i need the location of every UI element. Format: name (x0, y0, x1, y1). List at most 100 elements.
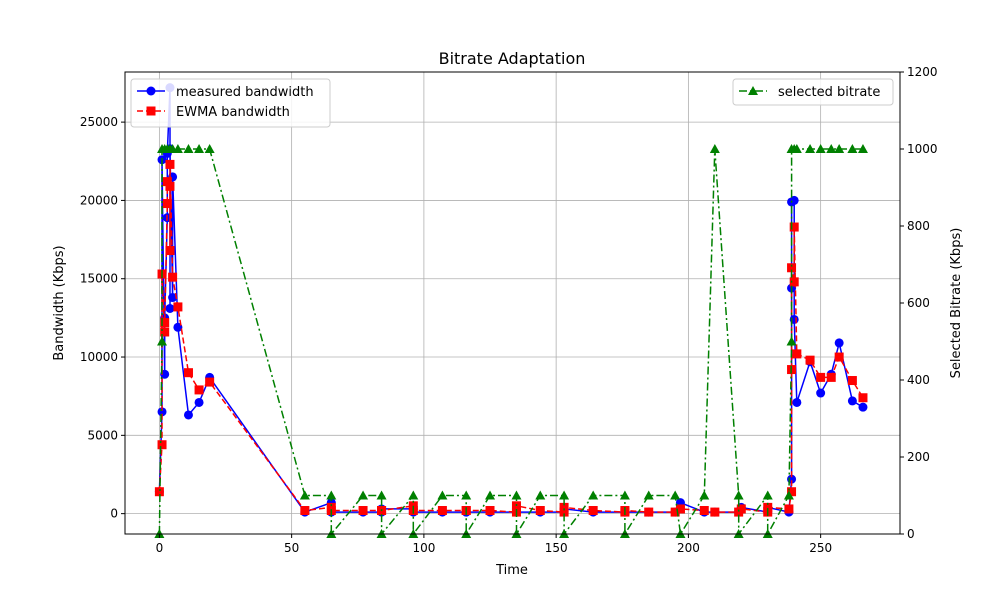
data-point-0 (165, 303, 175, 313)
data-point-1 (588, 506, 598, 516)
data-point-1 (847, 376, 857, 386)
data-point-0 (792, 397, 802, 407)
data-point-1 (792, 349, 802, 359)
data-point-1 (485, 506, 495, 516)
data-point-1 (165, 181, 175, 191)
y2-axis-label: Selected Bitrate (Kbps) (949, 228, 964, 379)
y2-tick-label: 200 (907, 450, 930, 464)
x-tick-label: 200 (677, 541, 700, 555)
data-point-1 (787, 263, 797, 273)
x-axis-label: Time (495, 563, 528, 578)
data-point-2 (194, 144, 205, 153)
data-point-1 (183, 368, 193, 378)
data-point-0 (194, 397, 204, 407)
data-point-2 (358, 490, 369, 500)
data-point-2 (376, 490, 387, 500)
data-point-1 (157, 440, 167, 450)
y-tick-label: 15000 (80, 272, 118, 286)
data-point-2 (815, 144, 826, 153)
data-point-2 (699, 490, 710, 500)
data-point-1 (699, 506, 709, 516)
data-point-1 (834, 352, 844, 362)
x-tick-label: 150 (545, 541, 568, 555)
data-point-2 (299, 490, 310, 500)
y2-tick-label: 600 (907, 296, 930, 310)
data-point-1 (160, 327, 170, 337)
legend-right-box (732, 78, 894, 106)
data-point-1 (787, 487, 797, 497)
data-point-1 (173, 302, 183, 312)
y-tick-label: 25000 (80, 115, 118, 129)
legend-bitrate-label: selected bitrate (778, 85, 880, 100)
y-tick-label: 0 (110, 507, 118, 521)
data-point-2 (834, 144, 845, 153)
data-point-0 (847, 396, 857, 406)
data-point-2 (619, 490, 630, 500)
x-tick-label: 50 (284, 541, 299, 555)
legend-measured-marker (146, 86, 156, 96)
data-point-1 (162, 199, 172, 209)
data-point-2 (485, 490, 496, 500)
data-point-1 (559, 502, 569, 512)
data-point-1 (858, 393, 868, 403)
data-point-2 (643, 490, 654, 500)
y2-tick-label: 0 (907, 527, 915, 541)
x-tick-label: 250 (809, 541, 832, 555)
y-axis-label: Bandwidth (Kbps) (52, 245, 67, 360)
data-point-1 (194, 385, 204, 395)
data-point-0 (834, 338, 844, 348)
data-point-0 (168, 293, 178, 303)
data-point-1 (670, 507, 680, 517)
y-tick-label: 20000 (80, 193, 118, 207)
data-point-0 (789, 195, 799, 205)
x-tick-label: 100 (412, 541, 435, 555)
chart-title: Bitrate Adaptation (439, 49, 586, 68)
data-point-2 (847, 144, 858, 153)
data-point-2 (733, 490, 744, 500)
data-point-1 (710, 507, 720, 517)
y2-tick-label: 800 (907, 219, 930, 233)
y2-tick-label: 400 (907, 373, 930, 387)
data-point-2 (786, 336, 797, 346)
data-point-2 (204, 144, 215, 153)
data-point-2 (461, 490, 472, 500)
data-point-2 (762, 490, 773, 500)
data-point-0 (858, 402, 868, 412)
data-point-1 (559, 507, 569, 517)
data-point-1 (826, 372, 836, 382)
legend-bitrate: selected bitrate (732, 78, 894, 106)
data-point-2 (559, 490, 570, 500)
legend-ewma-marker (146, 106, 156, 116)
data-point-2 (805, 144, 816, 153)
data-point-2 (326, 490, 337, 500)
data-point-2 (670, 490, 681, 500)
data-point-2 (588, 490, 599, 500)
data-point-2 (826, 144, 837, 153)
data-point-2 (408, 490, 419, 500)
data-point-1 (300, 506, 310, 516)
data-point-2 (172, 144, 183, 153)
legend-bandwidth: measured bandwidth EWMA bandwidth (130, 78, 331, 128)
data-point-2 (183, 144, 194, 153)
data-point-1 (675, 504, 685, 514)
data-point-2 (511, 490, 522, 500)
data-point-2 (709, 144, 720, 153)
legend-ewma-label: EWMA bandwidth (176, 105, 290, 120)
data-point-1 (165, 159, 175, 169)
data-point-2 (857, 144, 868, 153)
axis-ticks: 0 50 100 150 200 2500500010000150002000025000… (80, 65, 938, 555)
data-point-2 (791, 144, 802, 153)
data-point-1 (165, 246, 175, 256)
data-point-0 (816, 388, 826, 398)
data-point-2 (783, 490, 794, 500)
data-point-1 (168, 272, 178, 282)
data-point-1 (805, 355, 815, 365)
x-tick-label: 0 (156, 541, 164, 555)
data-point-1 (535, 506, 545, 516)
data-point-1 (816, 372, 826, 382)
y2-tick-label: 1000 (907, 142, 938, 156)
data-point-1 (162, 177, 172, 187)
data-point-0 (157, 407, 167, 417)
data-point-1 (789, 222, 799, 232)
